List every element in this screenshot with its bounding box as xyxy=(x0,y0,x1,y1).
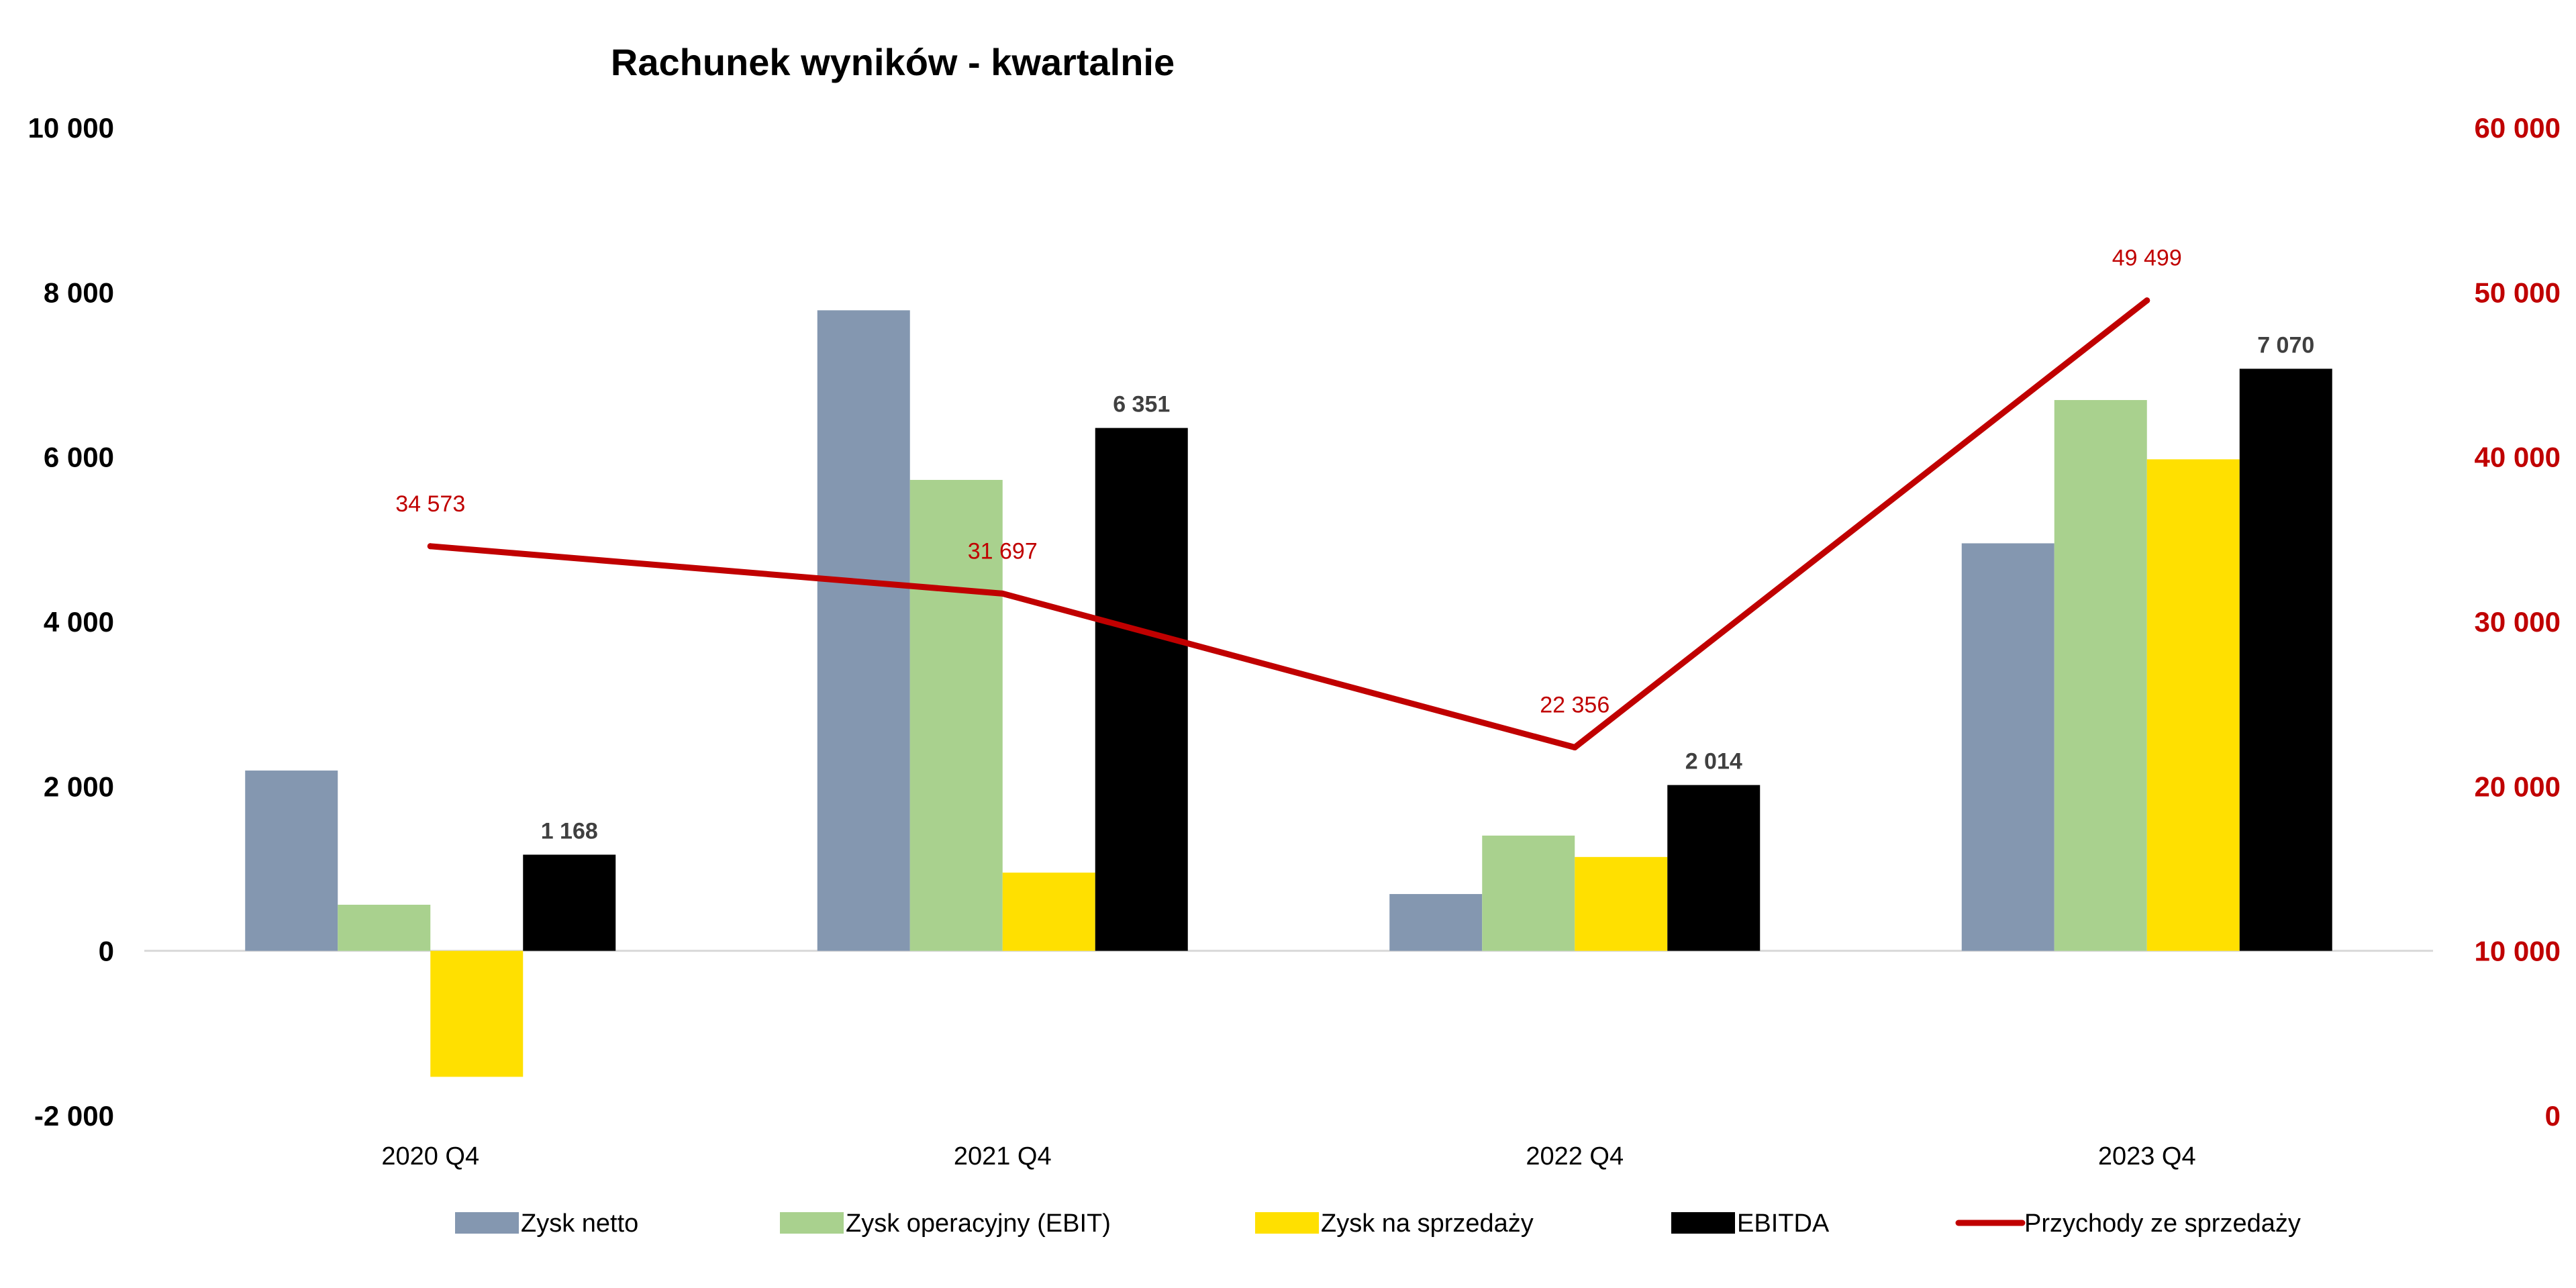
line-data-label: 22 356 xyxy=(1540,693,1609,718)
legend-label: Przychody ze sprzedaży xyxy=(2024,1209,2301,1238)
y-right-tick-label: 0 xyxy=(2545,1100,2561,1132)
bar xyxy=(1482,835,1575,951)
line-point xyxy=(2144,297,2150,304)
bar xyxy=(1667,785,1761,951)
legend-swatch xyxy=(455,1212,519,1234)
bar-data-label: 2 014 xyxy=(1685,749,1742,775)
bar xyxy=(1575,856,1668,951)
y-right-tick-label: 50 000 xyxy=(2475,277,2561,308)
bar xyxy=(2239,368,2332,951)
legend-swatch xyxy=(1671,1212,1735,1234)
legend-label: Zysk na sprzedaży xyxy=(1321,1209,1534,1238)
bar xyxy=(245,771,338,951)
y-right-tick-label: 20 000 xyxy=(2475,771,2561,802)
legend-label: Zysk netto xyxy=(521,1209,638,1238)
y-left-tick-label: 0 xyxy=(99,936,114,967)
y-right-tick-label: 10 000 xyxy=(2475,936,2561,967)
line-point xyxy=(427,543,434,550)
line-data-label: 49 499 xyxy=(2112,246,2182,271)
bar-data-label: 7 070 xyxy=(2257,332,2314,358)
y-right-tick-label: 60 000 xyxy=(2475,112,2561,144)
bar xyxy=(1389,894,1483,951)
bar xyxy=(1002,873,1095,951)
legend-label: EBITDA xyxy=(1737,1209,1830,1238)
x-tick-label: 2020 Q4 xyxy=(381,1142,479,1171)
y-left-tick-label: 6 000 xyxy=(44,442,114,473)
line-point xyxy=(1571,744,1578,751)
legend-swatch xyxy=(780,1212,844,1234)
y-left-tick-label: 2 000 xyxy=(44,771,114,802)
legend: Zysk netto Zysk operacyjny (EBIT) Zysk na … xyxy=(455,1209,2301,1238)
x-tick-label: 2023 Q4 xyxy=(2098,1142,2196,1171)
chart-title: Rachunek wyników - kwartalnie xyxy=(611,41,1175,83)
plot-area: -2 000 0 2 000 4 000 6 000 8 000 10 000 0 10 000… xyxy=(28,112,2561,1171)
x-tick-label: 2021 Q4 xyxy=(954,1142,1052,1171)
bar xyxy=(430,950,524,1077)
y-left-tick-label: 10 000 xyxy=(28,112,114,144)
x-tick-label: 2022 Q4 xyxy=(1526,1142,1624,1171)
legend-swatch xyxy=(1255,1212,1319,1234)
line-point xyxy=(999,590,1006,597)
line-series xyxy=(427,297,2150,751)
bar xyxy=(1095,428,1188,951)
bar xyxy=(2146,459,2240,951)
y-left-tick-label: 4 000 xyxy=(44,606,114,638)
bar-data-label: 6 351 xyxy=(1113,392,1170,417)
y-right-tick-label: 30 000 xyxy=(2475,606,2561,638)
line-data-label: 34 573 xyxy=(395,491,465,517)
legend-label: Zysk operacyjny (EBIT) xyxy=(846,1209,1111,1238)
bar xyxy=(909,480,1003,951)
bar xyxy=(1961,543,2054,951)
bar xyxy=(2054,400,2147,951)
bar-data-label: 1 168 xyxy=(541,818,598,844)
line-data-label: 31 697 xyxy=(968,538,1038,564)
bar xyxy=(817,310,910,951)
bar xyxy=(338,904,431,951)
y-left-tick-label: 8 000 xyxy=(44,277,114,308)
y-left-tick-label: -2 000 xyxy=(34,1100,114,1132)
bar xyxy=(523,854,616,951)
y-right-tick-label: 40 000 xyxy=(2475,442,2561,473)
